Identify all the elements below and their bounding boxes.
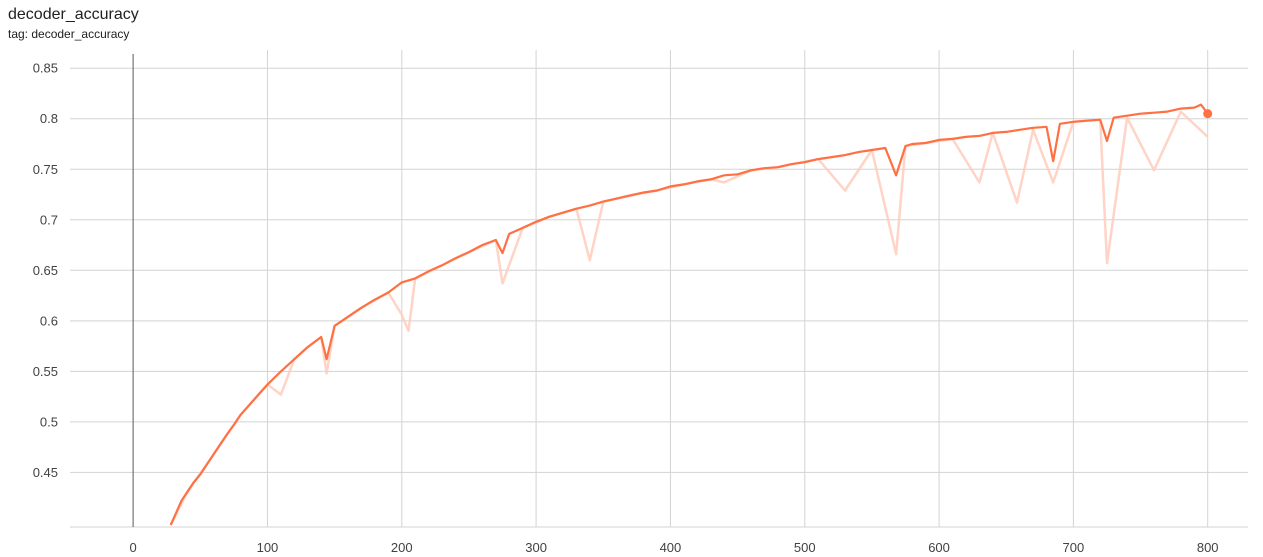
chart-tag: tag: decoder_accuracy — [8, 27, 130, 41]
y-tick-label: 0.8 — [40, 111, 58, 126]
y-tick-label: 0.7 — [40, 212, 58, 227]
y-tick-label: 0.55 — [33, 364, 58, 379]
series-layer — [169, 103, 1213, 526]
x-tick-label: 200 — [391, 540, 413, 555]
x-tick-label: 700 — [1063, 540, 1085, 555]
raw-series-line — [169, 110, 1209, 526]
chart-title: decoder_accuracy — [8, 6, 139, 23]
x-tick-label: 400 — [660, 540, 682, 555]
x-tick-label: 500 — [794, 540, 816, 555]
x-tick-label: 0 — [130, 540, 137, 555]
y-tick-label: 0.75 — [33, 162, 58, 177]
y-tick-label: 0.85 — [33, 61, 58, 76]
grid — [70, 50, 1248, 527]
y-tick-label: 0.65 — [33, 263, 58, 278]
x-tick-label: 800 — [1197, 540, 1219, 555]
tick-labels: 0 100 200 300 400 500 600 700 800 0.45 0.5 0.55 0.6 0… — [33, 61, 1219, 555]
x-tick-label: 100 — [257, 540, 279, 555]
x-tick-label: 300 — [525, 540, 547, 555]
smoothed-series-line — [169, 103, 1209, 526]
last-point-marker — [1203, 109, 1213, 119]
y-tick-label: 0.6 — [40, 313, 58, 328]
axes — [70, 54, 1248, 528]
x-tick-label: 600 — [928, 540, 950, 555]
y-tick-label: 0.45 — [33, 465, 58, 480]
y-tick-label: 0.5 — [40, 414, 58, 429]
